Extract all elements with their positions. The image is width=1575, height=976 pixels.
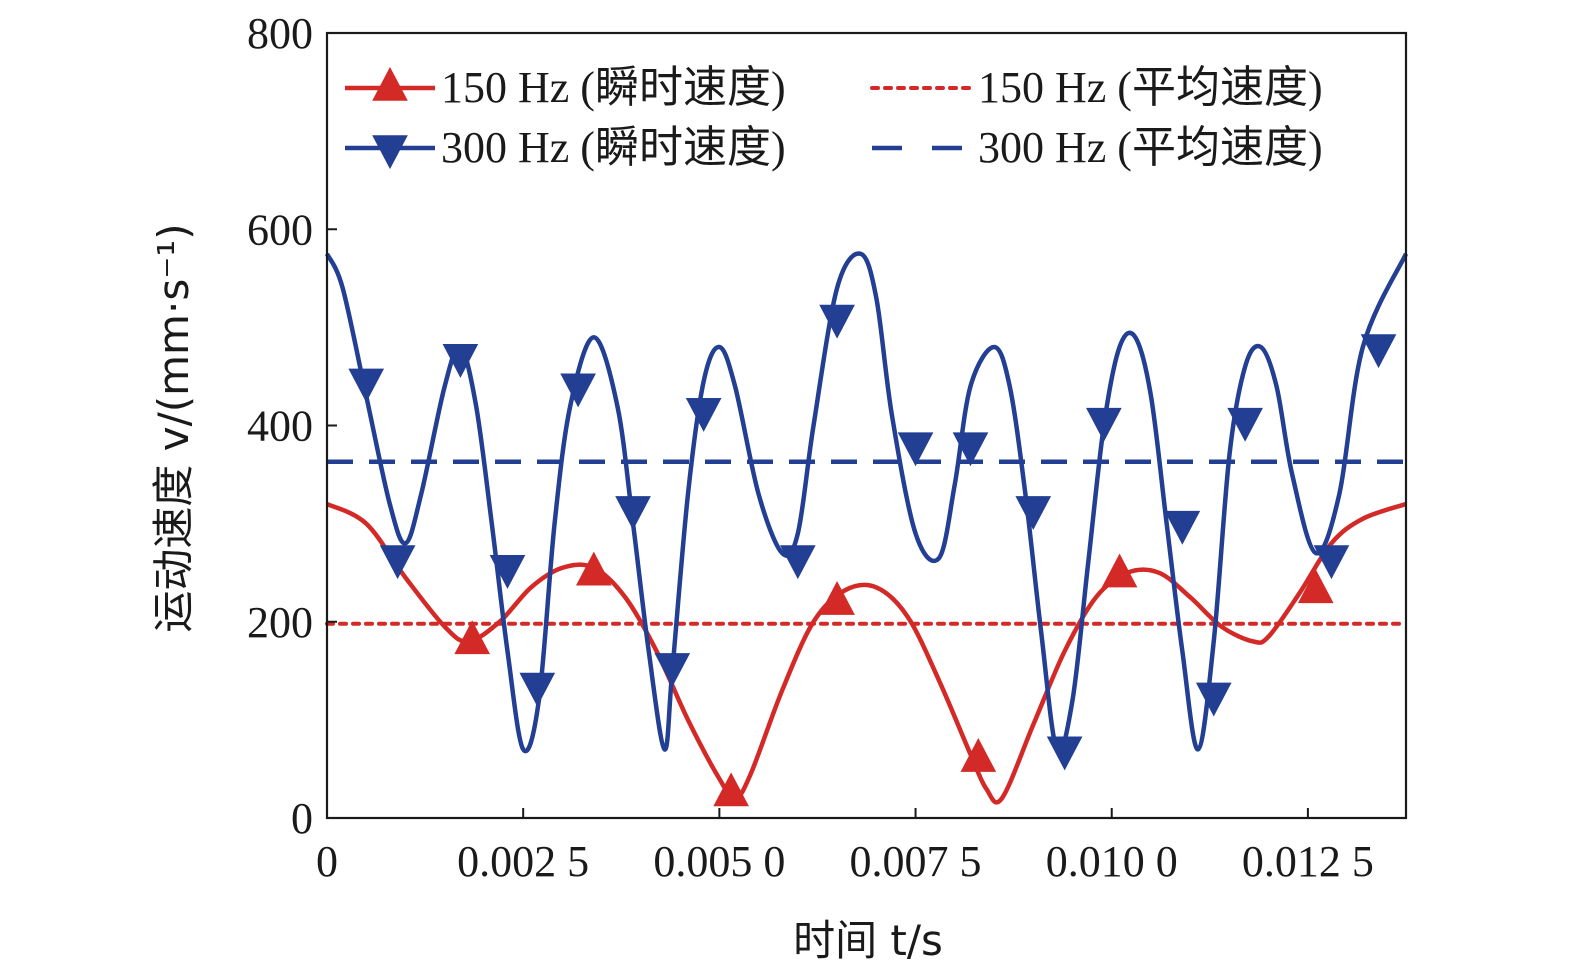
x-axis-title: 时间 t/s [793, 916, 943, 965]
series-1 [325, 501, 1407, 807]
legend-item-2: 150 Hz (平均速度) [870, 63, 1323, 112]
data-point-marker [654, 653, 691, 688]
data-point-marker [489, 555, 526, 589]
data-point-marker [1227, 407, 1263, 442]
data-point-marker [1101, 553, 1138, 588]
data-point-marker [560, 373, 596, 408]
x-tick-label: 0.007 5 [850, 837, 982, 886]
legend-label: 150 Hz (瞬时速度) [441, 63, 786, 112]
series-layer [324, 251, 1409, 807]
x-tick-label: 0 [316, 837, 338, 886]
data-point-marker [1313, 545, 1350, 580]
data-point-marker [1046, 736, 1083, 771]
data-point-marker [1195, 682, 1232, 717]
legend-label: 150 Hz (平均速度) [978, 63, 1323, 112]
x-tick-label: 0.012 5 [1242, 837, 1374, 886]
y-tick-label: 600 [247, 205, 313, 254]
data-point-marker [1086, 407, 1122, 442]
legend-label: 300 Hz (瞬时速度) [441, 123, 786, 172]
data-point-marker [454, 620, 491, 655]
data-point-marker [685, 398, 722, 432]
data-point-marker [442, 344, 479, 378]
data-point-marker [713, 772, 749, 807]
legend-item-3: 300 Hz (瞬时速度) [345, 123, 786, 172]
legend: 150 Hz (瞬时速度) 150 Hz (平均速度) 300 Hz (瞬时速度) 3… [345, 63, 1323, 172]
y-tick-label: 800 [247, 9, 313, 58]
data-point-marker [348, 368, 385, 403]
x-tick-label: 0.005 0 [653, 837, 785, 886]
legend-item-1: 150 Hz (瞬时速度) [345, 63, 786, 112]
x-tick-label: 0.010 0 [1046, 837, 1178, 886]
data-point-marker [1164, 510, 1201, 545]
data-point-marker [819, 304, 855, 339]
data-point-marker [379, 545, 416, 580]
y-tick-label: 400 [247, 402, 313, 451]
y-tick-label: 0 [291, 794, 313, 843]
series-3 [324, 251, 1409, 771]
data-point-marker [519, 672, 556, 707]
series-line [325, 501, 1407, 805]
data-point-marker [952, 432, 989, 467]
legend-marker [372, 135, 408, 170]
data-point-marker [1360, 334, 1397, 369]
data-point-marker [575, 551, 612, 586]
data-point-marker [819, 581, 855, 615]
series-line [324, 251, 1409, 754]
legend-item-4: 300 Hz (平均速度) [872, 123, 1323, 172]
legend-marker [372, 66, 408, 101]
data-point-marker [897, 432, 934, 467]
x-tick-label: 0.002 5 [457, 837, 589, 886]
y-tick-label: 200 [247, 598, 313, 647]
y-axis-title: 运动速度 v/(mm·s⁻¹) [149, 223, 198, 632]
data-point-marker [960, 738, 997, 772]
legend-label: 300 Hz (平均速度) [978, 123, 1323, 172]
axes-layer: 0 200 400 600 800 0 0.002 5 0.005 0 0.007 5 0.010… [247, 9, 1408, 886]
data-point-marker [1297, 569, 1334, 604]
data-point-marker [615, 496, 651, 531]
data-point-marker [1015, 496, 1052, 531]
data-point-marker [780, 545, 816, 580]
